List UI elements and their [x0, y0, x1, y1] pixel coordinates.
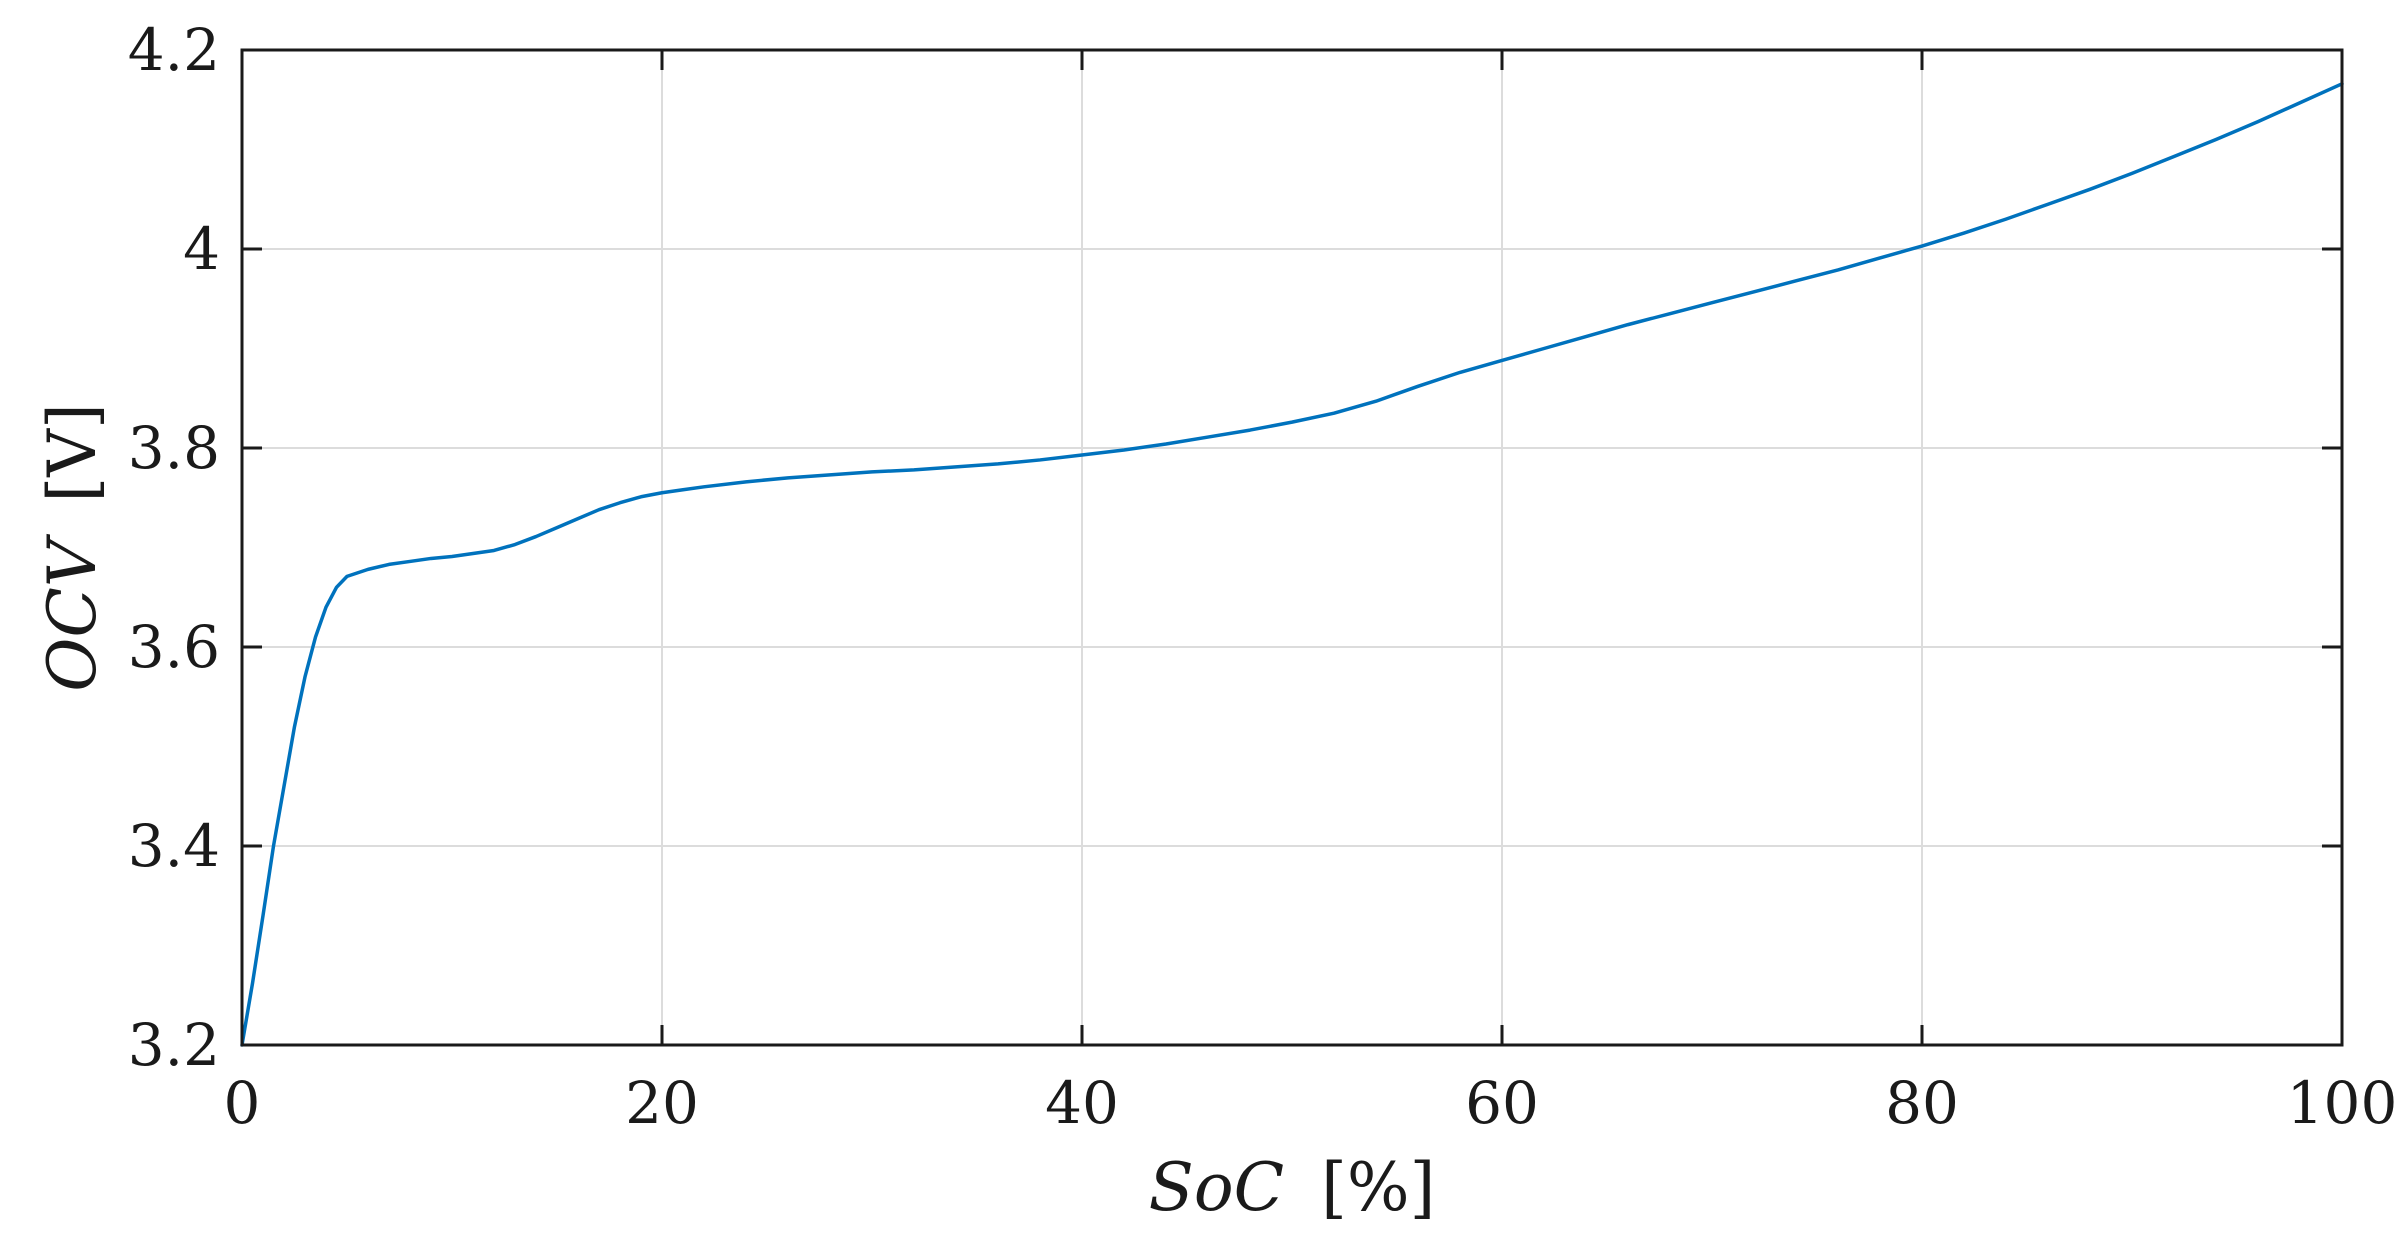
y-tick-label: 3.6 — [128, 613, 220, 681]
x-tick-label: 100 — [2287, 1069, 2398, 1137]
x-tick-label: 20 — [625, 1069, 699, 1137]
series-line — [240, 82, 2344, 1047]
x-tick-labels: 0 20 40 60 80 100 — [224, 1069, 2398, 1137]
y-tick-label: 3.8 — [128, 414, 220, 482]
y-tick-labels: 3.2 3.4 3.6 3.8 4 4.2 — [128, 16, 220, 1079]
series-layer — [240, 82, 2344, 1047]
y-axis-label-var: OCV — [34, 533, 111, 692]
x-axis-label-var: SoC — [1149, 1149, 1284, 1226]
x-tick-label: 60 — [1465, 1069, 1539, 1137]
y-tick-label: 3.4 — [128, 812, 220, 880]
x-tick-label: 40 — [1045, 1069, 1119, 1137]
x-tick-label: 0 — [224, 1069, 261, 1137]
tick-marks — [240, 48, 2344, 1047]
y-axis-label-unit: [V] — [34, 403, 111, 502]
x-axis-label: SoC [%] — [1149, 1149, 1436, 1226]
x-tick-label: 80 — [1885, 1069, 1959, 1137]
plot-frame — [240, 48, 2344, 1047]
y-tick-label: 4 — [183, 215, 220, 283]
x-axis-label-unit: [%] — [1321, 1149, 1435, 1226]
grid-lines — [241, 49, 2343, 1046]
y-tick-label: 3.2 — [128, 1011, 220, 1079]
y-axis-label: OCV [V] — [34, 403, 111, 691]
y-tick-label: 4.2 — [128, 16, 220, 84]
